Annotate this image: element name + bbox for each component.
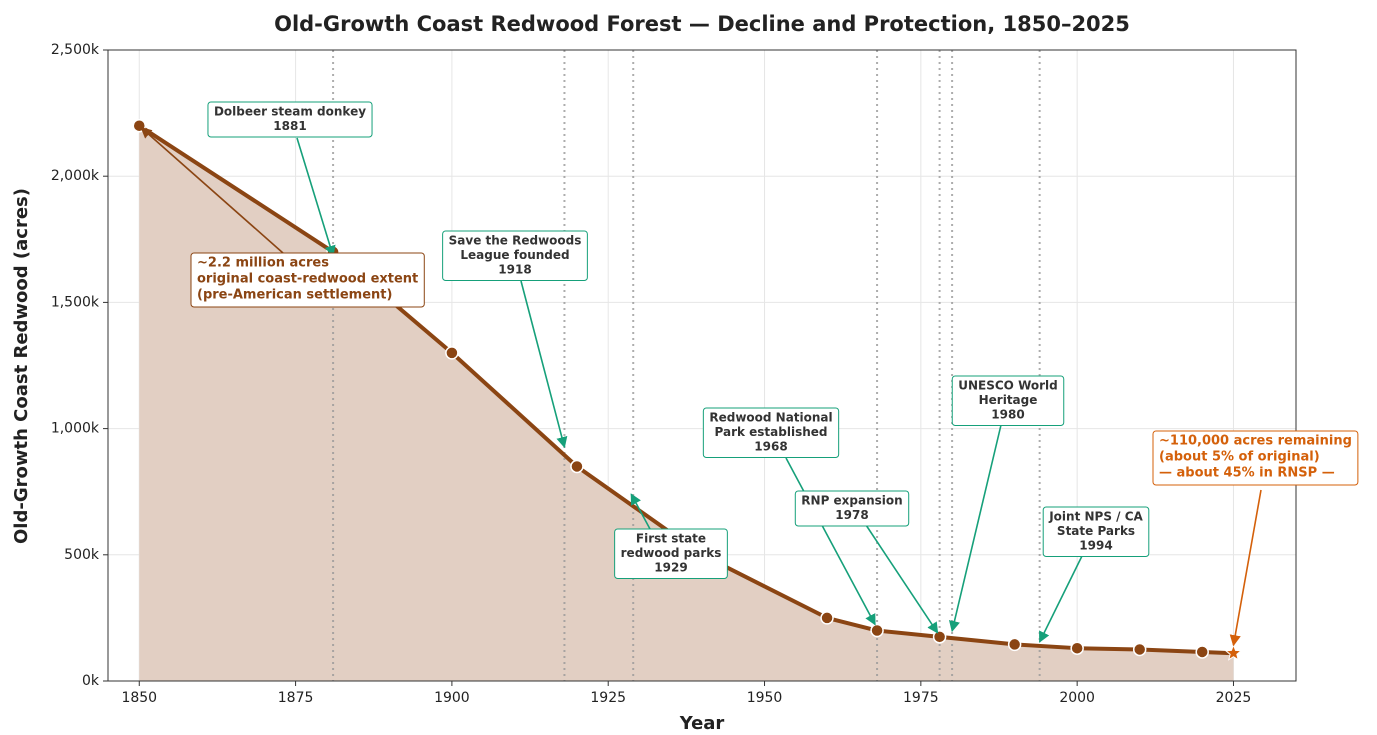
- annotation-box: [702, 407, 840, 458]
- event-arrow: [630, 493, 651, 530]
- annotation-year: 1980: [991, 408, 1024, 422]
- annotation-text: original coast-redwood extent: [197, 272, 418, 287]
- note-arrow: [140, 126, 284, 254]
- x-tick-label: 1875: [278, 690, 314, 706]
- annotation-box: [1152, 430, 1359, 486]
- plot-frame: [107, 49, 1297, 682]
- annotation-year: 1978: [835, 508, 868, 522]
- y-axis-label: Old-Growth Coast Redwood (acres): [11, 188, 32, 544]
- x-tick-label: 1975: [903, 690, 939, 706]
- annotation-text: Joint NPS / CA: [1048, 510, 1143, 524]
- annotation-text: State Parks: [1057, 524, 1135, 538]
- point: [820, 611, 834, 625]
- point: [445, 346, 459, 360]
- annotation-text: ~2.2 million acres: [197, 256, 329, 271]
- y-tick-label: 2,000k: [51, 168, 100, 184]
- annotation-box: [1042, 506, 1150, 557]
- annotation-box: [614, 528, 728, 579]
- annotation-box: [951, 375, 1065, 426]
- x-tick-label: 1850: [121, 690, 157, 706]
- annotation-text: (about 5% of original): [1159, 450, 1320, 465]
- x-tick-label: 2025: [1216, 690, 1252, 706]
- x-axis-label: Year: [679, 713, 725, 734]
- point: [932, 630, 947, 644]
- y-tick-label: 2,500k: [51, 42, 100, 58]
- event-arrow: [520, 280, 568, 449]
- y-tick-label: 0k: [82, 673, 100, 689]
- event-arrow: [1038, 555, 1083, 643]
- chart-title: Old-Growth Coast Redwood Forest — Declin…: [274, 12, 1130, 36]
- y-tick-label: 1,500k: [51, 294, 100, 310]
- point: [870, 623, 884, 638]
- annotation-text: RNP expansion: [801, 494, 902, 508]
- annotation-year: 1994: [1079, 539, 1112, 553]
- x-tick-label: 1950: [747, 690, 783, 706]
- event-arrow: [296, 137, 336, 257]
- annotation-text: UNESCO World: [958, 379, 1058, 393]
- annotation-year: 1918: [498, 263, 531, 277]
- annotation-year: 1929: [654, 561, 687, 575]
- annotation-text: (pre-American settlement): [197, 288, 392, 303]
- event-arrow: [948, 424, 1002, 633]
- annotation-text: Redwood National: [709, 411, 832, 425]
- point: [570, 459, 584, 474]
- annotation-text: Park established: [715, 425, 828, 439]
- annotation-text: Heritage: [979, 393, 1038, 407]
- annotation-text: Save the Redwoods: [449, 234, 582, 248]
- annotation-text: redwood parks: [621, 546, 722, 560]
- annotation-year: 1968: [754, 440, 787, 454]
- annotation-box: [794, 490, 910, 527]
- annotation: ~110,000 acres remaining(about 5% of ori…: [1152, 430, 1359, 486]
- end-point: [1224, 643, 1243, 661]
- annotation-box: [207, 101, 373, 138]
- annotation-box: [442, 230, 588, 281]
- note-arrow: [1229, 489, 1262, 647]
- area: [139, 125, 1234, 682]
- point: [1132, 642, 1147, 657]
- annotation-text: League founded: [460, 248, 569, 262]
- annotation-text: Dolbeer steam donkey: [214, 105, 366, 119]
- y-tick-label: 500k: [64, 547, 100, 563]
- annotation-text: First state: [636, 532, 706, 546]
- annotation-year: 1881: [273, 119, 306, 133]
- event-arrow: [785, 457, 876, 626]
- point: [1195, 645, 1209, 659]
- x-tick-label: 1925: [590, 690, 626, 706]
- annotation-text: — about 45% in RNSP —: [1159, 466, 1335, 481]
- annotation-box: [190, 252, 425, 308]
- y-tick-label: 1,000k: [51, 421, 100, 437]
- x-tick-label: 2000: [1059, 690, 1095, 706]
- x-tick-label: 1900: [434, 690, 470, 706]
- annotation-text: ~110,000 acres remaining: [1159, 434, 1352, 449]
- point: [1070, 641, 1084, 655]
- event-arrow: [865, 524, 939, 634]
- point: [1007, 637, 1022, 652]
